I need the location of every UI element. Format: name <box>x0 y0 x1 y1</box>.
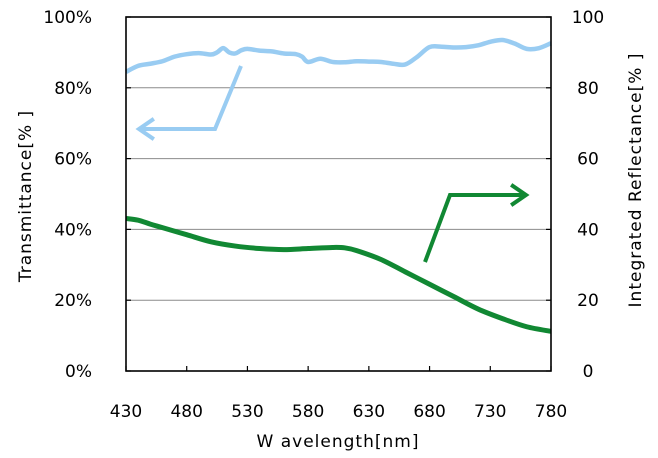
x-tick-label: 630 <box>353 402 385 422</box>
right-y-tick-label: 80 <box>577 79 599 99</box>
tick-labels: 0% 20% 40% 60% 80% 100% 0 20 40 60 80 100 430 480 530 5… <box>43 8 604 422</box>
x-tick-label: 780 <box>535 402 567 422</box>
x-tick-label: 480 <box>170 402 202 422</box>
left-y-tick-label: 0% <box>65 362 92 382</box>
grid-lines <box>126 87 551 301</box>
left-y-tick-label: 40% <box>54 220 92 240</box>
axis-indicator-arrow-line <box>139 65 243 131</box>
x-tick-label: 430 <box>110 402 142 422</box>
x-axis-title: W avelength[nm] <box>257 432 420 452</box>
axis-indicator-arrow-head <box>510 183 530 207</box>
x-tick-label: 530 <box>231 402 263 422</box>
left-y-tick-label: 80% <box>54 79 92 99</box>
annotation-layer <box>135 65 530 263</box>
right-y-tick-label: 40 <box>577 220 599 240</box>
left-y-axis-title: Transmittance[% ] <box>16 110 36 283</box>
reflectance-series-line <box>125 215 552 334</box>
axis-indicator-arrow-line <box>423 193 526 263</box>
series-layer <box>124 37 552 334</box>
right-y-tick-label: 0 <box>583 362 594 382</box>
right-y-axis-title: Integrated Reflectance[% ] <box>626 53 646 308</box>
right-y-tick-label: 100 <box>572 8 604 28</box>
x-tick-label: 730 <box>474 402 506 422</box>
right-y-tick-label: 20 <box>577 291 599 311</box>
left-y-tick-label: 20% <box>54 291 92 311</box>
axis-indicator-arrow-head <box>135 117 155 141</box>
x-tick-label: 680 <box>413 402 445 422</box>
left-y-tick-label: 60% <box>54 150 92 170</box>
plot-area-border <box>125 16 552 372</box>
transmittance-series-line <box>124 37 552 74</box>
right-y-tick-label: 60 <box>577 150 599 170</box>
left-y-tick-label: 100% <box>43 8 92 28</box>
x-tick-label: 580 <box>292 402 324 422</box>
